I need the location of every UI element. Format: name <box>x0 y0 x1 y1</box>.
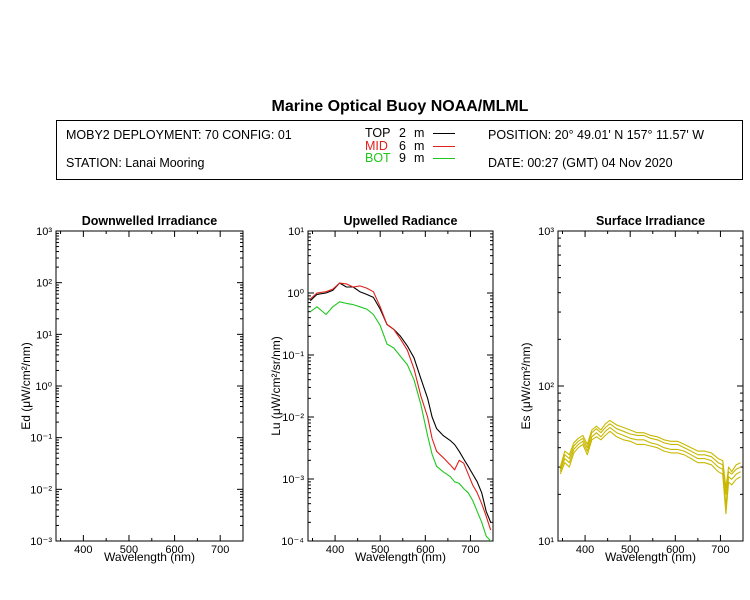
y-tick-label: 10⁻² <box>30 484 52 496</box>
x-tick-label: 700 <box>211 544 229 556</box>
info-box: MOBY2 DEPLOYMENT: 70 CONFIG: 01 STATION:… <box>56 120 743 180</box>
legend-unit-top: m <box>414 126 425 140</box>
x-axis-label: Wavelength (nm) <box>355 550 446 564</box>
y-axis-label: Ed (μW/cm²/nm) <box>19 342 33 430</box>
series-line-top <box>309 282 492 523</box>
y-tick-label: 10⁻¹ <box>30 433 52 445</box>
y-tick-label: 10⁻³ <box>282 474 304 486</box>
x-tick-label: 700 <box>461 544 479 556</box>
series-line-3 <box>559 426 741 506</box>
y-axis-label: Lu (μW/cm²/sr/nm) <box>269 336 283 436</box>
x-tick-label: 500 <box>621 544 639 556</box>
plot-frame <box>557 230 744 542</box>
legend-depth-bot: 9 <box>399 151 406 165</box>
y-tick-label: 10³ <box>36 226 52 238</box>
y-tick-label: 10¹ <box>538 536 554 548</box>
chart-title: Upwelled Radiance <box>344 214 458 228</box>
position-text: POSITION: 20° 49.01' N 157° 11.57' W <box>488 128 705 142</box>
y-tick-label: 10⁻³ <box>30 536 52 548</box>
y-tick-label: 10¹ <box>36 329 52 341</box>
y-tick-label: 10⁰ <box>35 381 52 393</box>
page-title: Marine Optical Buoy NOAA/MLML <box>271 98 529 115</box>
x-tick-label: 500 <box>120 544 138 556</box>
chart-title: Surface Irradiance <box>596 214 705 228</box>
y-tick-label: 10⁻² <box>282 412 304 424</box>
chart-upwelled-radiance: Upwelled Radiance 400 500 600 700 10⁻⁴ 10⁻³ 10⁻… <box>269 214 494 564</box>
legend-depth-mid: 6 <box>399 139 406 153</box>
y-tick-label: 10⁻⁴ <box>281 536 304 548</box>
x-axis-label: Wavelength (nm) <box>104 550 195 564</box>
station-text: STATION: Lanai Mooring <box>66 156 205 170</box>
y-tick-label: 10¹ <box>288 226 304 238</box>
series-line-mid <box>309 282 492 531</box>
legend-unit-mid: m <box>414 139 425 153</box>
legend-depth-top: 2 <box>399 126 406 140</box>
plot-frame <box>55 230 244 542</box>
x-tick-label: 500 <box>371 544 389 556</box>
legend-line-bot <box>433 158 455 159</box>
x-axis-label: Wavelength (nm) <box>605 550 696 564</box>
y-axis-label: Es (μW/cm²/nm) <box>519 343 533 430</box>
series-line-2 <box>559 423 741 495</box>
x-tick-label: 600 <box>165 544 183 556</box>
legend-line-mid <box>433 146 455 147</box>
x-tick-label: 400 <box>576 544 594 556</box>
x-tick-label: 600 <box>666 544 684 556</box>
y-tick-label: 10² <box>538 381 554 393</box>
x-tick-label: 400 <box>74 544 92 556</box>
chart-surface-irradiance: Surface Irradiance 400 500 600 700 10¹ 10² 10³ W… <box>519 214 744 564</box>
x-tick-label: 400 <box>326 544 344 556</box>
deployment-text: MOBY2 DEPLOYMENT: 70 CONFIG: 01 <box>66 128 292 142</box>
series-line-4 <box>559 430 741 515</box>
legend-name-top: TOP <box>365 126 391 140</box>
legend-name-bot: BOT <box>365 151 391 165</box>
y-tick-label: 10² <box>36 278 52 290</box>
y-tick-label: 10⁻¹ <box>282 350 304 362</box>
legend-unit-bot: m <box>414 151 425 165</box>
series-line-1 <box>559 419 741 489</box>
legend-name-mid: MID <box>365 139 388 153</box>
chart-downwelled-irradiance: Downwelled Irradiance 400 500 600 700 10⁻³ 10⁻… <box>19 214 244 564</box>
y-tick-label: 10⁰ <box>287 288 304 300</box>
x-tick-label: 600 <box>416 544 434 556</box>
x-tick-label: 700 <box>711 544 729 556</box>
legend-line-top <box>433 133 455 134</box>
plot-frame <box>307 230 494 542</box>
chart-title: Downwelled Irradiance <box>82 214 218 228</box>
y-tick-label: 10³ <box>538 226 554 238</box>
series-line-bot <box>309 301 492 541</box>
date-text: DATE: 00:27 (GMT) 04 Nov 2020 <box>488 156 673 170</box>
